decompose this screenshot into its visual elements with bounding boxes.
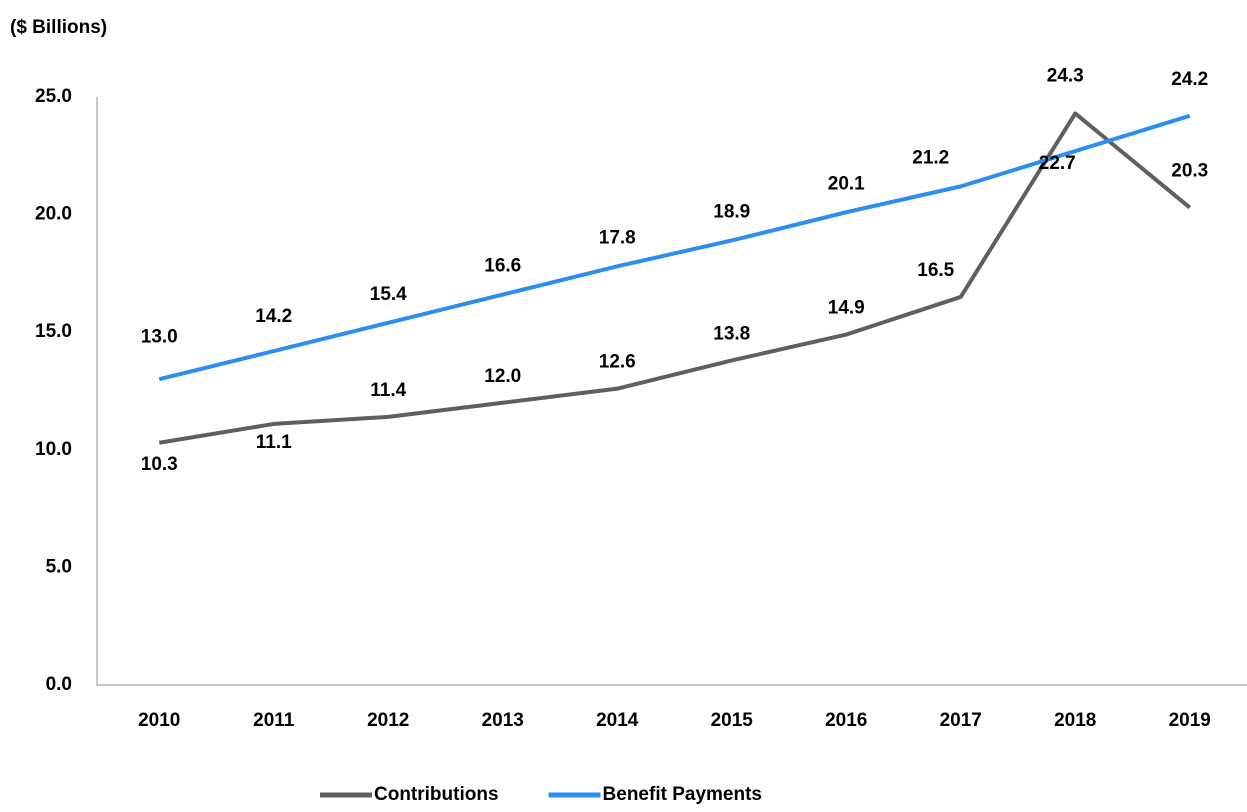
data-label: 12.0 bbox=[484, 366, 521, 387]
x-tick-label: 2016 bbox=[825, 710, 867, 731]
y-axis-label: ($ Billions) bbox=[10, 17, 107, 38]
x-tick-label: 2010 bbox=[138, 710, 180, 731]
data-label: 20.1 bbox=[828, 173, 865, 194]
y-tick-label: 5.0 bbox=[46, 556, 72, 577]
data-label: 11.4 bbox=[370, 380, 406, 401]
y-tick-label: 10.0 bbox=[35, 439, 72, 460]
x-tick-label: 2013 bbox=[482, 710, 524, 731]
data-label: 13.8 bbox=[713, 323, 750, 344]
legend-label: Benefit Payments bbox=[603, 784, 762, 805]
data-label: 18.9 bbox=[713, 201, 750, 222]
x-tick-label: 2012 bbox=[367, 710, 409, 731]
x-tick-label: 2018 bbox=[1054, 710, 1096, 731]
data-label: 24.3 bbox=[1047, 65, 1084, 86]
data-label: 24.2 bbox=[1171, 69, 1208, 90]
series-line bbox=[158, 111, 1192, 445]
x-tick-label: 2019 bbox=[1169, 710, 1211, 731]
x-tick-label: 2014 bbox=[596, 710, 639, 731]
series-line bbox=[158, 113, 1191, 382]
data-label: 15.4 bbox=[370, 284, 407, 305]
data-label: 22.7 bbox=[1039, 153, 1076, 174]
data-label: 17.8 bbox=[599, 227, 636, 248]
x-tick-label: 2011 bbox=[253, 710, 295, 731]
y-tick-label: 25.0 bbox=[35, 86, 72, 107]
y-tick-label: 0.0 bbox=[46, 674, 72, 695]
data-label: 14.9 bbox=[828, 298, 865, 319]
legend-label: Contributions bbox=[374, 784, 499, 805]
data-label: 14.2 bbox=[255, 306, 292, 327]
data-label: 16.6 bbox=[484, 256, 521, 277]
data-label: 20.3 bbox=[1171, 161, 1208, 182]
x-tick-label: 2015 bbox=[711, 710, 754, 731]
data-label: 16.5 bbox=[917, 260, 954, 281]
data-label: 13.0 bbox=[141, 326, 178, 347]
x-tick-label: 2017 bbox=[940, 710, 982, 731]
data-label: 21.2 bbox=[912, 147, 949, 168]
data-label: 11.1 bbox=[256, 432, 292, 453]
y-tick-label: 20.0 bbox=[35, 204, 72, 225]
data-label: 10.3 bbox=[141, 454, 178, 475]
data-label: 12.6 bbox=[599, 352, 636, 373]
y-tick-label: 15.0 bbox=[35, 321, 72, 342]
